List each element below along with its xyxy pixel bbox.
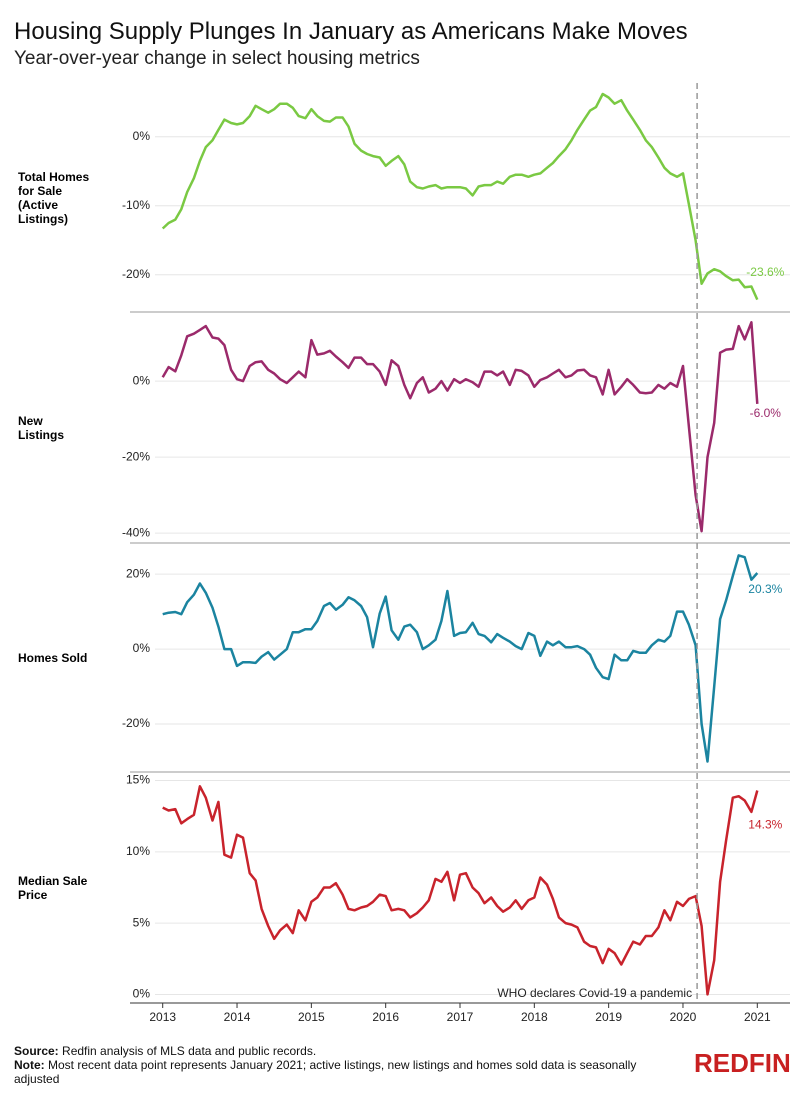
note: Note: Most recent data point represents …: [14, 1058, 664, 1086]
title: Housing Supply Plunges In January as Ame…: [14, 18, 688, 45]
x-tick-label: 2018: [521, 1010, 548, 1024]
end-label: -23.6%: [746, 265, 784, 279]
x-tick-label: 2019: [595, 1010, 622, 1024]
x-tick-label: 2015: [298, 1010, 325, 1024]
x-tick-label: 2020: [670, 1010, 697, 1024]
x-tick-label: 2016: [372, 1010, 399, 1024]
subtitle: Year-over-year change in select housing …: [14, 48, 420, 69]
y-tick-label: 0%: [133, 129, 151, 143]
source: Source: Redfin analysis of MLS data and …: [14, 1044, 664, 1058]
note-label: Note:: [14, 1058, 45, 1072]
source-label: Source:: [14, 1044, 59, 1058]
data-line: [162, 554, 759, 763]
x-tick-label: 2021: [744, 1010, 771, 1024]
x-tick-label: 2017: [447, 1010, 474, 1024]
data-line: [162, 785, 759, 996]
x-tick-label: 2013: [149, 1010, 176, 1024]
y-tick-label: -20%: [122, 267, 150, 281]
y-tick-label: -10%: [122, 198, 150, 212]
y-tick-label: -20%: [122, 449, 150, 463]
data-line: [161, 321, 759, 533]
footnotes: Source: Redfin analysis of MLS data and …: [14, 1044, 664, 1086]
panel-label: Total Homes for Sale (Active Listings): [18, 169, 90, 226]
source-text: Redfin analysis of MLS data and public r…: [62, 1044, 317, 1058]
end-label: -6.0%: [750, 406, 782, 420]
y-tick-label: -40%: [122, 525, 150, 539]
panel-label: Homes Sold: [18, 650, 88, 665]
panel-label: Median Sale Price: [18, 873, 88, 902]
x-tick-label: 2014: [224, 1010, 251, 1024]
y-tick-label: 0%: [133, 373, 151, 387]
y-tick-label: 15%: [126, 773, 150, 787]
y-tick-label: -20%: [122, 716, 150, 730]
y-tick-label: 0%: [133, 987, 151, 1001]
note-text: Most recent data point represents Januar…: [14, 1058, 637, 1086]
end-label: 20.3%: [748, 582, 782, 596]
y-tick-label: 0%: [133, 641, 151, 655]
end-label: 14.3%: [748, 818, 782, 832]
logo: REDFIN: [694, 1048, 791, 1078]
y-tick-label: 5%: [133, 915, 151, 929]
data-line: [161, 92, 759, 301]
y-tick-label: 10%: [126, 844, 150, 858]
y-tick-label: 20%: [126, 566, 150, 580]
annotation-text: WHO declares Covid-19 a pandemic: [497, 986, 692, 1000]
panel-label: New Listings: [18, 413, 65, 442]
